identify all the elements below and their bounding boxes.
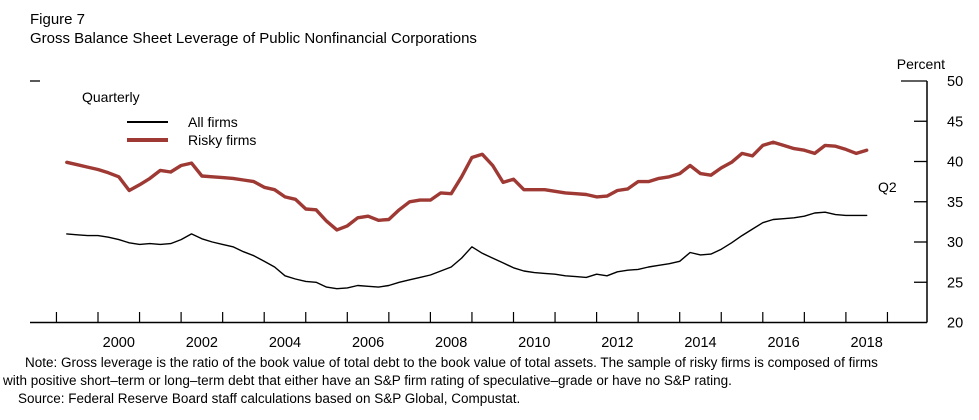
note-text-line2: with positive short–term or long–term de…: [3, 373, 732, 388]
x-axis-tick-label: 2014: [684, 335, 716, 351]
legend-label-all-firms: All firms: [188, 114, 238, 130]
y-axis-tick-label: 50: [947, 74, 963, 90]
x-axis-tick-label: 2000: [103, 335, 135, 351]
x-axis-tick-label: 2006: [352, 335, 384, 351]
all-firms-line: [66, 211, 868, 290]
x-axis-tick-label: 2004: [269, 335, 301, 351]
figure-number: Figure 7: [30, 11, 86, 28]
last-observation-label: Q2: [878, 179, 897, 195]
note-text-line1: Note: Gross leverage is the ratio of the…: [25, 355, 878, 370]
x-axis-tick-label: 2002: [186, 335, 218, 351]
x-axis-tick-label: 2018: [851, 335, 883, 351]
x-axis-tick-label: 2010: [518, 335, 550, 351]
y-axis-tick-label: 35: [947, 195, 963, 211]
y-axis-tick-label: 30: [947, 235, 963, 251]
risky-firms-line: [65, 140, 869, 232]
legend-label-risky-firms: Risky firms: [188, 132, 257, 148]
x-axis-tick-label: 2012: [601, 335, 633, 351]
y-axis-tick-label: 40: [947, 155, 963, 171]
x-axis-tick-label: 2016: [767, 335, 799, 351]
risky-firms-line-swatch: [127, 138, 168, 142]
figure-title: Gross Balance Sheet Leverage of Public N…: [30, 30, 477, 47]
frequency-label: Quarterly: [82, 89, 140, 105]
x-axis-tick-label: 2008: [435, 335, 467, 351]
y-axis-tick-label: 25: [947, 275, 963, 291]
y-axis-unit-label: Percent: [896, 56, 945, 72]
all-firms-line-swatch: [127, 121, 168, 123]
y-axis-tick-label: 20: [947, 316, 963, 332]
source-text: Source: Federal Reserve Board staff calc…: [18, 391, 521, 406]
y-axis-tick-label: 45: [947, 114, 963, 130]
